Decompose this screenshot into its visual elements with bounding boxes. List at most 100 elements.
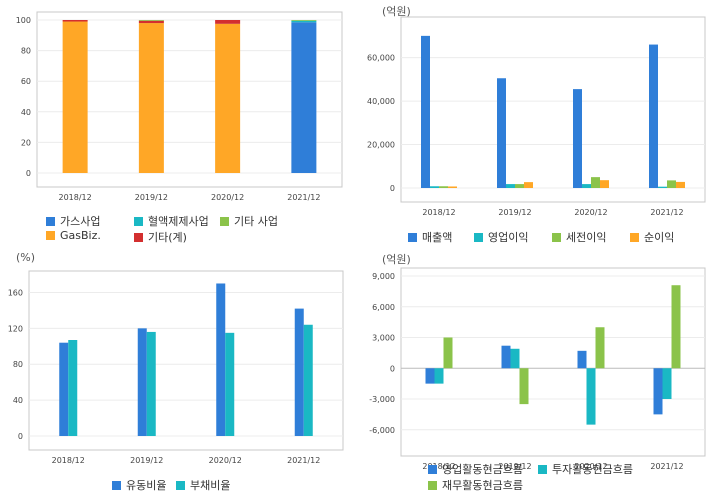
legend-item: 세전이익 (552, 229, 606, 245)
bar (146, 331, 156, 436)
y-tick-label: 0 (390, 184, 395, 193)
bar (138, 20, 164, 24)
y-tick-label: -6,000 (369, 426, 395, 435)
plot-area (400, 16, 706, 203)
legend-label: 기타 사업 (234, 215, 278, 228)
chart-4-legend: 영업활동현금흐름 투자활동현금흐름 재무활동현금흐름 (428, 461, 708, 493)
legend-item: 가스사업 (46, 213, 100, 229)
chart-2-unit-label: (억원) (382, 5, 411, 18)
chart-4-unit-label: (억원) (382, 253, 411, 266)
legend-item: 순이익 (630, 229, 674, 245)
chart-2-legend: 매출액 영업이익 세전이익 순이익 (408, 229, 708, 245)
legend-label: 기타(계) (148, 231, 187, 244)
bar (515, 184, 524, 188)
bar (501, 345, 511, 369)
y-tick-label: 0 (390, 364, 395, 373)
x-tick-label: 2020/12 (209, 456, 242, 465)
legend-swatch (134, 217, 143, 226)
bar (59, 342, 69, 436)
legend-swatch (474, 233, 483, 242)
y-tick-label: 9,000 (372, 272, 395, 281)
legend-label: 세전이익 (566, 231, 607, 244)
legend-swatch (538, 465, 547, 474)
bar (430, 186, 439, 188)
y-tick-label: 40 (21, 108, 31, 117)
x-tick-label: 2019/12 (130, 456, 163, 465)
bar (291, 20, 317, 21)
bar (294, 308, 304, 436)
bar (510, 348, 520, 369)
x-tick-label: 2020/12 (574, 462, 607, 471)
legend-item: 영업이익 (474, 229, 528, 245)
chart-panel-2: (억원) 0 20,000 40,000 60,000 2018/12 2019/12 20… (360, 0, 720, 248)
bar (443, 337, 453, 369)
bar (225, 332, 235, 436)
legend-swatch (112, 481, 121, 490)
bar (662, 368, 672, 399)
legend-item: 기타 사업 (220, 213, 278, 229)
legend-item: 투자활동현금흐름 (538, 461, 633, 477)
bar (573, 89, 582, 188)
bar (586, 368, 596, 425)
legend-label: 부채비율 (190, 479, 231, 492)
legend-label: GasBiz. (60, 229, 101, 242)
bar (68, 340, 78, 436)
legend-item: GasBiz. (46, 229, 101, 242)
bar (577, 350, 587, 369)
bar (600, 180, 609, 188)
bar (137, 328, 147, 436)
plot-area (36, 11, 343, 188)
bar (303, 324, 313, 436)
legend-item: 매출액 (408, 229, 452, 245)
x-tick-label: 2018/12 (59, 193, 92, 202)
y-tick-label: 100 (16, 16, 31, 25)
bar (138, 23, 164, 174)
chart-2-svg: 0 20,000 40,000 60,000 2018/12 2019/12 2020/12… (367, 16, 706, 217)
legend-label: 투자활동현금흐름 (552, 463, 633, 476)
bar (519, 368, 529, 405)
x-tick-label: 2019/12 (498, 462, 531, 471)
y-tick-label: 20 (21, 138, 31, 147)
bar (591, 177, 600, 188)
bar (215, 20, 241, 24)
legend-label: 가스사업 (60, 215, 101, 228)
bar (448, 186, 457, 188)
bar (439, 186, 448, 188)
bar (649, 44, 658, 189)
x-tick-label: 2018/12 (422, 462, 455, 471)
bar (667, 180, 676, 188)
bar (595, 327, 605, 369)
bar (425, 368, 435, 384)
legend-label: 영업활동현금흐름 (442, 463, 523, 476)
legend-label: 혈액제제사업 (148, 215, 209, 228)
bar (215, 23, 241, 174)
chart-3-svg: 0 40 80 120 160 2018/12 2019/12 2020/12 2021/12 (8, 270, 344, 465)
legend-label: 유동비율 (126, 479, 167, 492)
y-tick-label: 60 (21, 77, 31, 86)
y-tick-label: 40,000 (367, 97, 395, 106)
legend-label: 매출액 (422, 231, 453, 244)
bar (524, 182, 533, 188)
legend-swatch (134, 233, 143, 242)
legend-swatch (220, 217, 229, 226)
legend-swatch (630, 233, 639, 242)
y-tick-label: 0 (18, 432, 23, 441)
chart-panel-3: (%) 0 40 80 120 160 2018/12 2019/12 2020/12 2021… (0, 248, 360, 496)
legend-label: 재무활동현금흐름 (442, 479, 523, 492)
chart-4-svg: -6,000 -3,000 0 3,000 6,000 9,000 2018/12 2019/… (369, 267, 706, 471)
legend-item: 유동비율 (112, 477, 166, 493)
x-tick-label: 2019/12 (498, 208, 531, 217)
bar (434, 368, 444, 384)
legend-label: 순이익 (644, 231, 675, 244)
bar (497, 78, 506, 188)
bar (62, 21, 88, 174)
bar (62, 20, 88, 22)
plot-area (28, 270, 344, 451)
x-tick-label: 2021/12 (287, 456, 320, 465)
y-tick-label: 120 (8, 324, 23, 333)
bar (421, 35, 430, 188)
y-tick-label: 0 (26, 169, 31, 178)
legend-item: 영업활동현금흐름 (428, 461, 523, 477)
bar (216, 283, 226, 436)
legend-swatch (408, 233, 417, 242)
